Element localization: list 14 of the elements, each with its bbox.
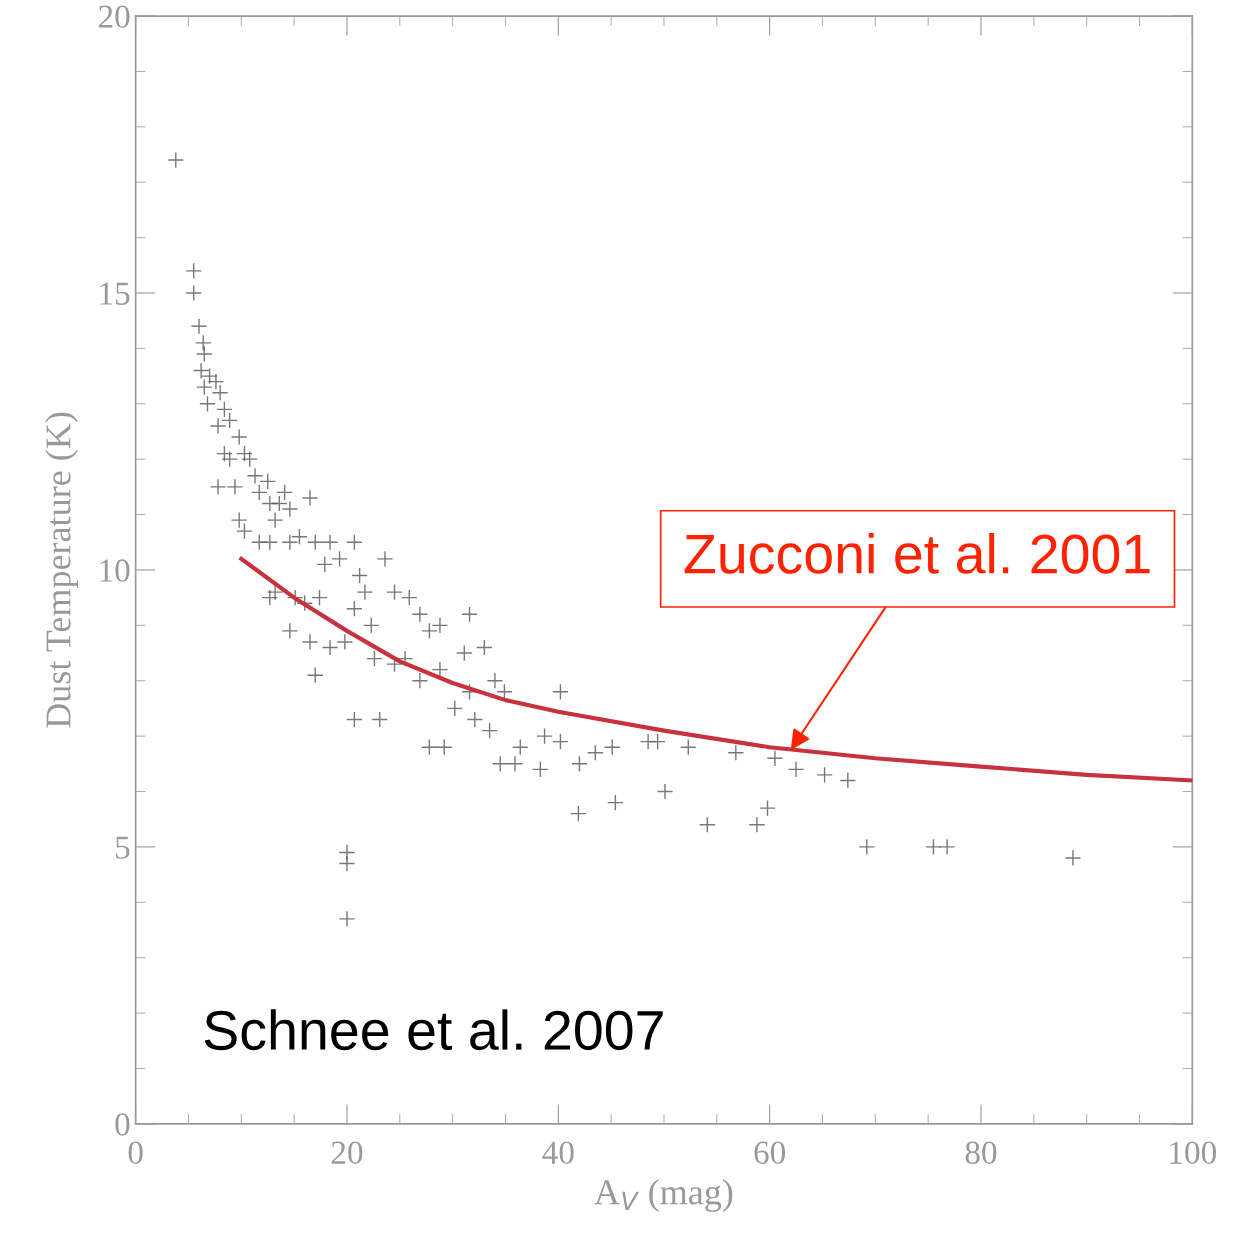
annotation: Zucconi et al. 2001: [684, 532, 1150, 574]
x-tick-label: 40: [542, 1141, 574, 1164]
x-tick-label: 100: [1170, 1141, 1217, 1164]
y-tick-label: 10: [100, 559, 130, 582]
y-tick-label: 0: [115, 1113, 130, 1136]
annotation: Schnee et al. 2007: [204, 1009, 663, 1051]
x-tick-label: 60: [754, 1141, 786, 1164]
y-tick-label: 5: [116, 836, 130, 859]
x-tick-label: 80: [965, 1141, 997, 1164]
y-tick-label: 15: [100, 282, 130, 305]
x-tick-label: 20: [331, 1141, 363, 1164]
x-axis-title: A$_{V}$ (mag): [594, 1179, 733, 1212]
y-tick-label: 20: [98, 5, 130, 28]
y-axis-title: Dust Temperature (K): [45, 412, 78, 728]
